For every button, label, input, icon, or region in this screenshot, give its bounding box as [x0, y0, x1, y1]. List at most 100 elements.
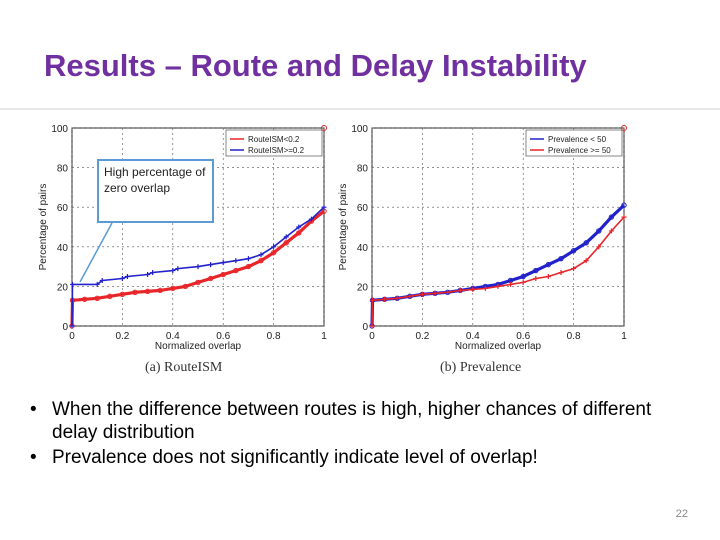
data-point	[369, 323, 375, 329]
callout-box: High percentage of zero overlap	[97, 159, 214, 223]
y-tick-label: 80	[357, 164, 369, 175]
y-tick-label: 40	[57, 243, 69, 254]
y-tick-label: 100	[351, 124, 368, 135]
y-tick-label: 0	[362, 322, 368, 333]
bullet-item: • When the difference between routes is …	[30, 398, 690, 444]
bullet-text: Prevalence does not significantly indica…	[52, 447, 538, 468]
bullet-dot: •	[30, 447, 37, 468]
data-point	[233, 267, 239, 274]
x-tick-label: 0.4	[166, 331, 180, 342]
x-tick-label: 0.8	[567, 331, 581, 342]
data-point	[520, 273, 526, 280]
data-point	[175, 266, 181, 272]
data-point	[145, 272, 151, 278]
data-point	[608, 228, 614, 234]
data-point	[195, 264, 201, 270]
y-tick-label: 60	[57, 203, 69, 214]
data-point	[296, 230, 302, 236]
chart-prevalence: 0 0.2 0.4 0.6 0.8 1 0 20 40 60 80 100 Normalized ove…	[338, 124, 627, 352]
y-axis-label: Percentage of pairs	[338, 184, 349, 271]
data-point	[245, 263, 252, 270]
x-tick-label: 0	[369, 331, 375, 342]
series-line	[70, 209, 325, 327]
data-point	[119, 275, 125, 281]
data-point	[321, 204, 327, 210]
annotation-point	[321, 125, 327, 131]
y-tick-label: 40	[357, 243, 369, 254]
data-point	[81, 296, 88, 302]
page-number: 22	[675, 508, 688, 520]
data-point	[107, 293, 113, 299]
data-point	[220, 271, 226, 278]
data-point	[124, 274, 130, 279]
x-tick-label: 0.2	[415, 331, 429, 342]
data-point	[445, 289, 451, 295]
bullet-list: • When the difference between routes is …	[30, 398, 690, 471]
y-tick-label: 20	[357, 282, 369, 293]
slide-title: Results – Route and Delay Instability	[44, 48, 587, 83]
title-divider	[0, 108, 720, 110]
y-tick-label: 80	[57, 164, 69, 175]
data-point	[99, 277, 105, 283]
data-point	[170, 285, 176, 292]
x-tick-label: 0.6	[216, 331, 230, 342]
legend-box	[225, 129, 323, 157]
data-point	[470, 286, 476, 292]
data-point	[533, 267, 539, 274]
data-point	[233, 258, 239, 264]
data-point	[207, 275, 214, 282]
callout-arrow	[79, 222, 113, 283]
bullet-text: When the difference between routes is hi…	[52, 399, 652, 443]
data-point	[457, 287, 463, 293]
data-point	[144, 288, 151, 295]
x-tick-label: 0.6	[516, 331, 530, 342]
data-point	[419, 291, 425, 297]
data-point	[195, 279, 201, 286]
y-tick-label: 20	[57, 282, 69, 293]
data-point	[558, 255, 564, 262]
data-point	[583, 240, 589, 246]
data-point	[495, 283, 501, 289]
data-point	[583, 258, 589, 264]
data-point	[520, 279, 526, 285]
bullet-dot: •	[30, 399, 37, 420]
legend-label: Prevalence >= 50	[548, 146, 611, 155]
data-point	[258, 252, 264, 258]
legend-box	[525, 129, 623, 157]
y-tick-label: 100	[51, 124, 68, 135]
data-point	[482, 285, 488, 291]
data-point	[571, 266, 577, 272]
data-point	[432, 290, 438, 296]
data-point	[308, 216, 314, 222]
data-point	[258, 257, 264, 264]
data-point	[94, 295, 100, 301]
y-tick-label: 0	[62, 322, 68, 333]
data-point	[558, 270, 564, 276]
legend-label: Prevalence < 50	[548, 135, 607, 144]
legend-label: RouteISM<0.2	[248, 135, 300, 144]
data-point	[94, 281, 100, 287]
x-tick-label: 0	[69, 331, 75, 342]
data-point	[545, 261, 552, 268]
data-point	[170, 268, 176, 274]
data-point	[69, 323, 75, 329]
x-tick-label: 0.4	[466, 331, 480, 342]
x-axis-label: Normalized overlap	[455, 341, 542, 352]
legend-label: RouteISM>=0.2	[248, 146, 305, 155]
data-point	[596, 244, 602, 250]
y-tick-label: 60	[357, 203, 369, 214]
data-point	[283, 240, 289, 246]
plot-area	[371, 127, 625, 327]
x-tick-label: 0.8	[267, 331, 281, 342]
data-point	[220, 260, 226, 266]
data-point	[270, 250, 277, 256]
data-point	[119, 291, 126, 298]
data-point	[70, 281, 76, 287]
data-point	[245, 256, 251, 262]
chart-caption-a: (a) RouteISM	[145, 360, 223, 375]
data-point	[208, 262, 214, 268]
chart-caption-b: (b) Prevalence	[440, 360, 522, 375]
data-point	[533, 275, 539, 281]
data-point	[570, 248, 577, 254]
data-point	[150, 270, 156, 276]
